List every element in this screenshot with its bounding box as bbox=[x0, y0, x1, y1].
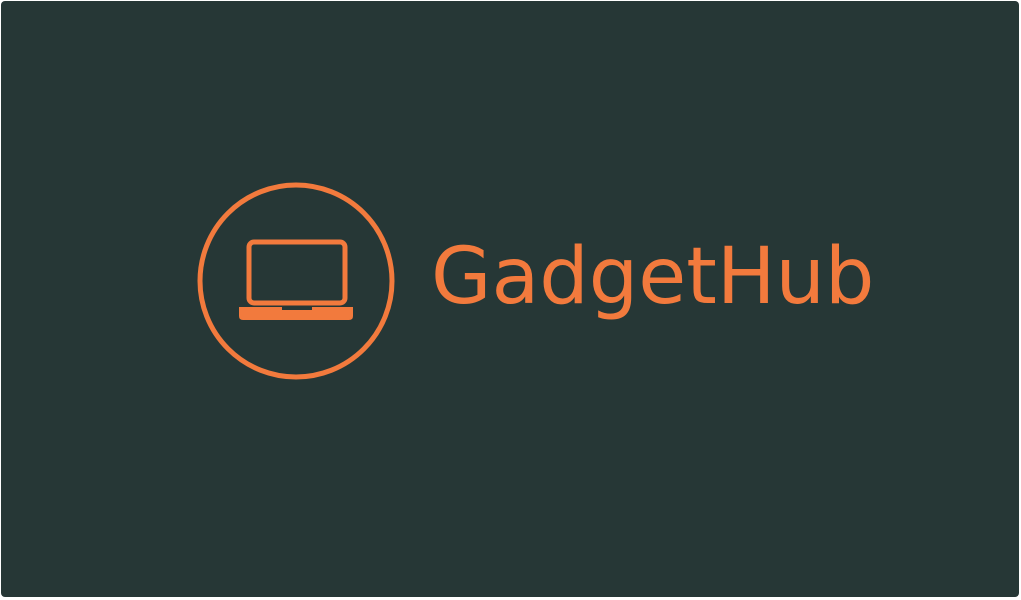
brand-name: GadgetHub bbox=[431, 232, 875, 322]
laptop-base bbox=[239, 307, 353, 320]
logo-ring bbox=[197, 182, 395, 380]
laptop-icon bbox=[239, 239, 353, 320]
logo-mark bbox=[197, 182, 395, 380]
laptop-trackpad-notch bbox=[282, 307, 312, 310]
laptop-screen bbox=[246, 239, 348, 306]
